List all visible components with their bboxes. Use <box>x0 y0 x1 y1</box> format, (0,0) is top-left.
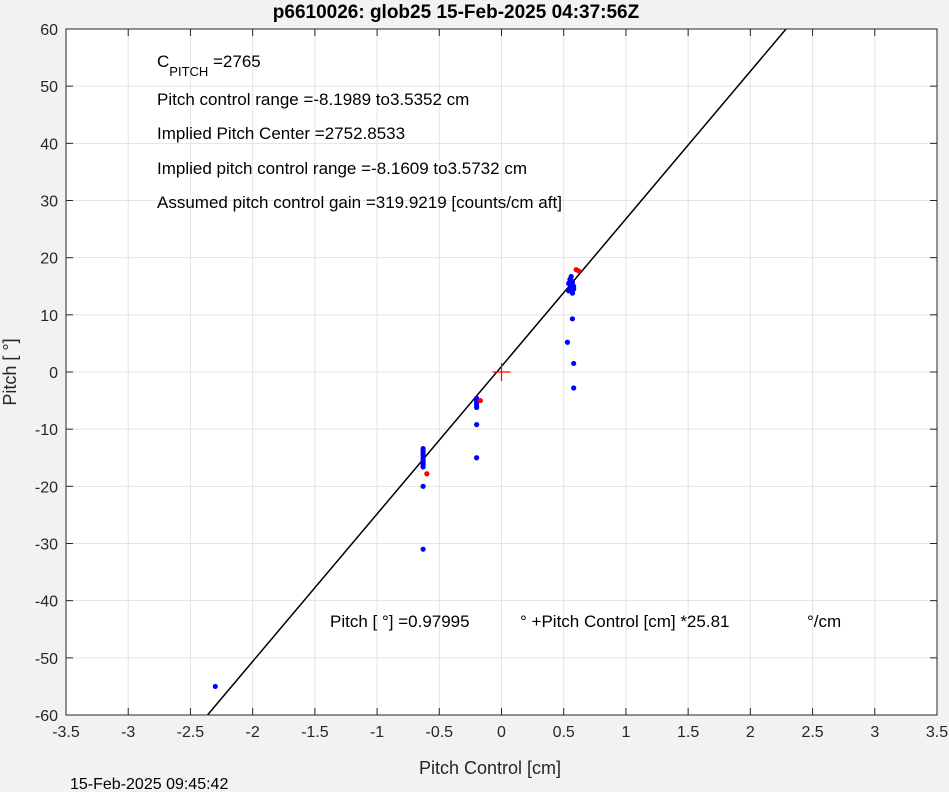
x-tick-label: 2.5 <box>801 724 823 741</box>
x-tick-label: 0.5 <box>553 724 575 741</box>
annotation-control-gain: Assumed pitch control gain =319.9219 [co… <box>157 193 562 212</box>
data-point-blue <box>474 421 480 428</box>
data-point-red <box>576 268 582 274</box>
x-tick-label: 3 <box>870 724 879 741</box>
annotation-cpitch-sub: PITCH <box>169 64 208 79</box>
x-tick-labels: -3.5 -3 -2.5 -2 -1.5 -1 -0.5 0 0.5 1 1.5 2 2.5 3 3.5 <box>52 29 948 741</box>
y-tick-label: -40 <box>35 594 58 611</box>
y-axis-label: Pitch [ °] <box>0 338 20 405</box>
annotation-cpitch: CPITCH =2765 <box>157 52 261 79</box>
y-tick-label: 20 <box>40 251 58 268</box>
data-point-blue <box>420 546 426 552</box>
x-axis-label: Pitch Control [cm] <box>419 758 561 778</box>
data-point-blue <box>474 395 480 401</box>
y-tick-label: 60 <box>40 22 58 39</box>
x-tick-label: -2.5 <box>177 724 205 741</box>
x-tick-label: 3.5 <box>926 724 948 741</box>
x-tick-label: -3 <box>121 724 135 741</box>
timestamp-footer: 15-Feb-2025 09:45:42 <box>70 776 228 792</box>
y-tick-label: 10 <box>40 308 58 325</box>
y-tick-labels: -60 -50 -40 -30 -20 -10 0 10 20 30 40 50 60 <box>35 22 937 725</box>
y-tick-label: -60 <box>35 708 58 725</box>
data-point-blue <box>420 483 426 489</box>
data-point-blue <box>569 316 576 322</box>
x-tick-label: 2 <box>746 724 755 741</box>
x-tick-label: -1 <box>370 724 384 741</box>
annotation-cpitch-value: =2765 <box>208 52 260 71</box>
x-tick-label: -3.5 <box>52 724 80 741</box>
y-tick-label: 30 <box>40 194 58 211</box>
x-tick-label: -1.5 <box>301 724 329 741</box>
annotation-implied-pitch-center: Implied Pitch Center =2752.8533 <box>157 124 405 143</box>
data-point-blue <box>474 455 480 461</box>
annotation-pitch-control-range: Pitch control range =-8.1989 to3.5352 cm <box>157 90 469 109</box>
data-point-blue <box>571 385 577 391</box>
data-points <box>212 267 582 690</box>
data-point-blue <box>568 277 574 284</box>
data-point-red <box>477 397 483 404</box>
fit-equation-part1: Pitch [ °] =0.97995 <box>330 612 470 631</box>
data-point-blue <box>571 283 577 289</box>
data-point-red <box>424 471 430 477</box>
x-tick-label: 1 <box>621 724 630 741</box>
center-marker <box>492 363 511 381</box>
y-tick-label: -50 <box>35 651 58 668</box>
y-tick-label: -30 <box>35 537 58 554</box>
y-tick-label: 40 <box>40 136 58 153</box>
fit-equation-part3: °/cm <box>807 612 841 631</box>
data-point-blue <box>564 339 571 345</box>
data-point-blue <box>420 446 426 452</box>
y-tick-label: 0 <box>49 365 58 382</box>
x-tick-label: -0.5 <box>425 724 453 741</box>
annotation-cpitch-c: C <box>157 52 169 71</box>
y-tick-label: -10 <box>35 422 58 439</box>
y-tick-label: -20 <box>35 479 58 496</box>
data-point-blue <box>212 683 218 690</box>
fit-equation-part2: ° +Pitch Control [cm] *25.81 <box>520 612 729 631</box>
y-tick-label: 50 <box>40 79 58 96</box>
data-point-blue <box>571 360 577 367</box>
data-point-blue <box>569 290 576 296</box>
chart-title: p6610026: glob25 15-Feb-2025 04:37:56Z <box>273 2 640 23</box>
x-tick-label: 0 <box>497 724 506 741</box>
annotation-implied-control-range: Implied pitch control range =-8.1609 to3… <box>157 159 527 178</box>
x-tick-label: -2 <box>246 724 260 741</box>
x-tick-label: 1.5 <box>677 724 699 741</box>
data-point-blue <box>568 273 574 280</box>
